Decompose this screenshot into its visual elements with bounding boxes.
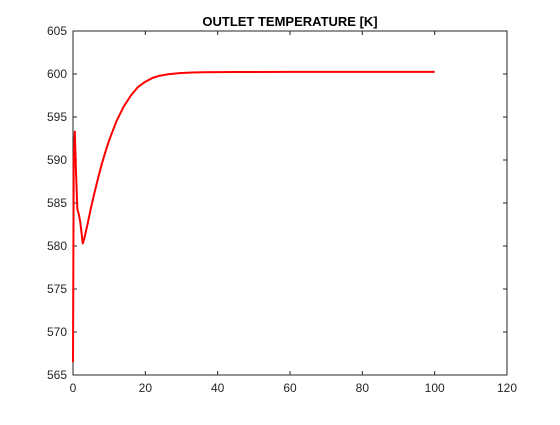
y-tick-label: 570 — [47, 325, 67, 339]
x-tick-label: 20 — [139, 381, 153, 395]
y-tick-label: 565 — [47, 368, 67, 382]
x-tick-label: 0 — [70, 381, 77, 395]
tick-labels: 0 20 40 60 80 100 120 565 570 575 580 585 590 595 600 6… — [47, 24, 517, 395]
y-tick-label: 585 — [47, 196, 67, 210]
y-tick-label: 605 — [47, 24, 67, 38]
y-tick-label: 600 — [47, 67, 67, 81]
y-tick-label: 595 — [47, 110, 67, 124]
y-tick-label: 580 — [47, 239, 67, 253]
y-tick-label: 575 — [47, 282, 67, 296]
plot-area — [72, 30, 508, 376]
x-tick-label: 60 — [283, 381, 297, 395]
series-layer — [72, 70, 435, 363]
x-tick-label: 80 — [356, 381, 370, 395]
chart-title: OUTLET TEMPERATURE [K] — [202, 14, 377, 29]
x-tick-label: 100 — [425, 381, 445, 395]
series-line-0 — [72, 70, 435, 363]
x-tick-label: 40 — [211, 381, 225, 395]
y-tick-label: 590 — [47, 153, 67, 167]
x-tick-label: 120 — [497, 381, 517, 395]
